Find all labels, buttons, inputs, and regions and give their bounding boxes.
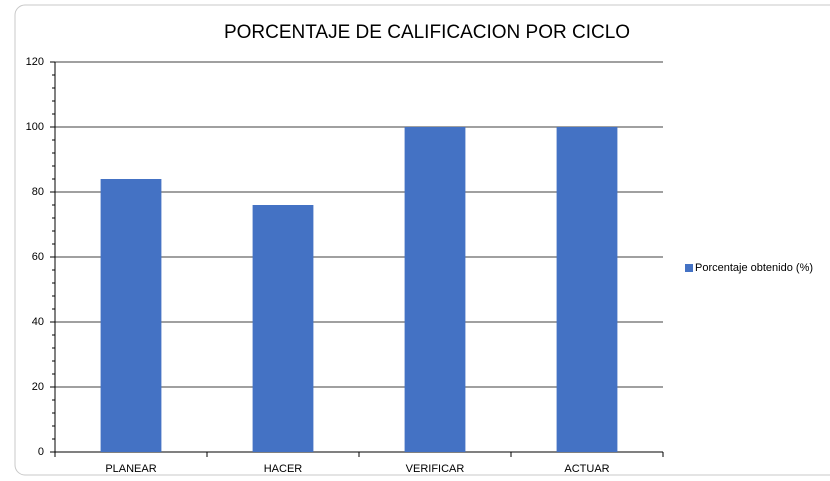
y-tick-label: 20 <box>32 381 44 393</box>
x-tick-label: VERIFICAR <box>406 463 465 475</box>
bar <box>556 127 618 452</box>
x-tick-label: PLANEAR <box>105 463 156 475</box>
legend-label: Porcentaje obtenido (%) <box>695 262 813 274</box>
y-tick-label: 40 <box>32 316 44 328</box>
bar <box>100 179 162 452</box>
bar <box>404 127 466 452</box>
bar <box>252 205 314 452</box>
x-tick-label: ACTUAR <box>564 463 609 475</box>
y-tick-label: 0 <box>38 446 44 458</box>
chart-title: PORCENTAJE DE CALIFICACION POR CICLO <box>224 22 630 43</box>
y-tick-label: 80 <box>32 186 44 198</box>
y-tick-label: 100 <box>26 121 44 133</box>
x-tick-label: HACER <box>264 463 303 475</box>
legend-swatch <box>685 264 693 272</box>
y-tick-label: 120 <box>26 56 44 68</box>
y-tick-label: 60 <box>32 251 44 263</box>
